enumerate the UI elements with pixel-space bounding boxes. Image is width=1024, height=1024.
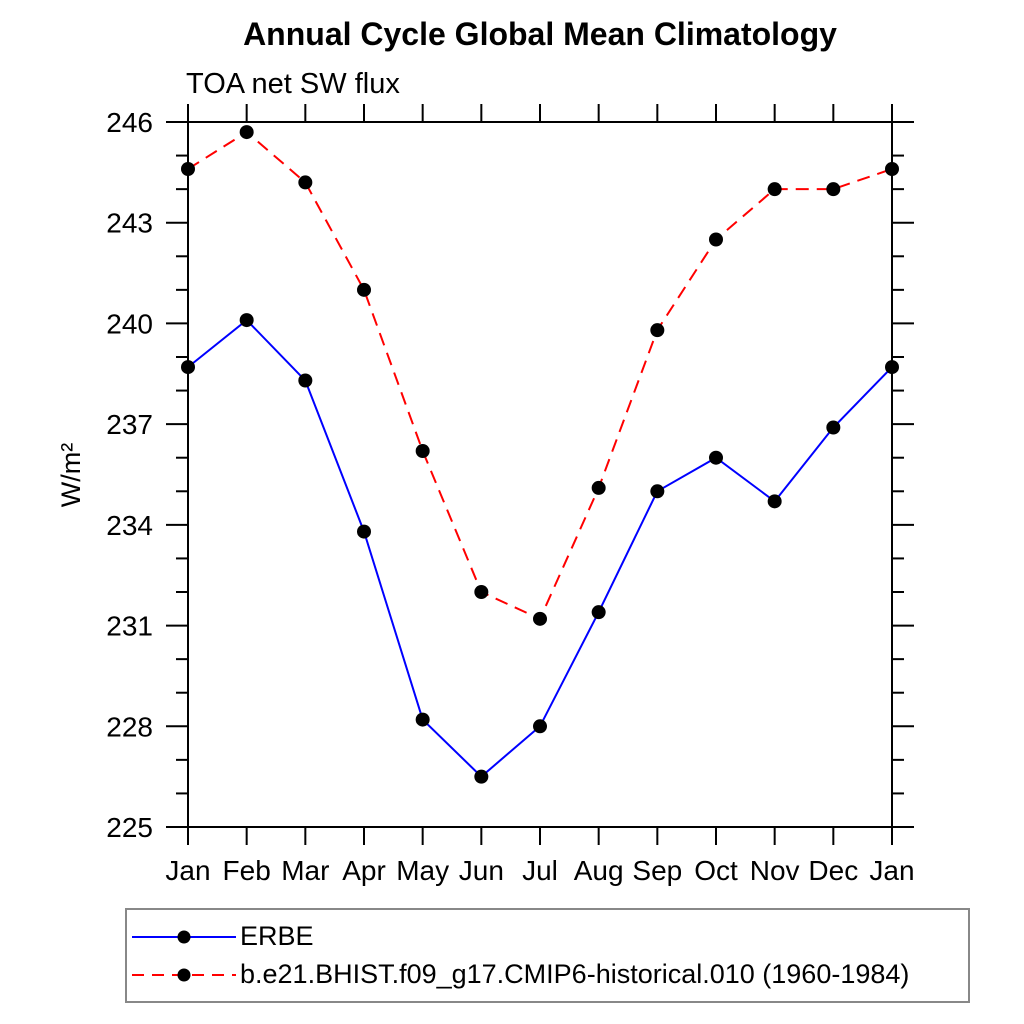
legend-item-model: b.e21.BHIST.f09_g17.CMIP6-historical.010… bbox=[130, 956, 968, 994]
legend-model-label: b.e21.BHIST.f09_g17.CMIP6-historical.010… bbox=[240, 959, 910, 989]
data-point-marker bbox=[357, 524, 371, 539]
data-point-marker bbox=[415, 444, 430, 458]
data-point-marker bbox=[239, 313, 254, 328]
series-1 bbox=[181, 125, 899, 626]
data-point-marker bbox=[591, 480, 606, 495]
x-tick-label: Dec bbox=[808, 855, 858, 886]
y-tick-label: 243 bbox=[106, 208, 153, 239]
x-tick-label: Mar bbox=[281, 855, 329, 886]
y-tick-label: 225 bbox=[106, 812, 153, 843]
chart-title: Annual Cycle Global Mean Climatology bbox=[243, 16, 837, 52]
data-point-marker bbox=[298, 175, 313, 190]
legend-marker-icon bbox=[177, 968, 191, 981]
y-tick-label: 246 bbox=[106, 107, 153, 138]
legend-marker-icon bbox=[177, 930, 191, 943]
data-point-marker bbox=[591, 605, 606, 620]
data-point-marker bbox=[474, 585, 489, 599]
x-tick-label: Oct bbox=[694, 855, 738, 886]
x-tick-label: Jan bbox=[165, 855, 210, 886]
data-point-marker bbox=[709, 450, 723, 465]
data-point-marker bbox=[415, 712, 430, 727]
legend-erbe-label: ERBE bbox=[240, 921, 314, 951]
x-tick-label: Nov bbox=[750, 855, 800, 886]
data-point-marker bbox=[181, 360, 195, 375]
y-tick-label: 234 bbox=[106, 510, 153, 541]
data-point-marker bbox=[181, 162, 195, 176]
x-tick-label: Jan bbox=[869, 855, 914, 886]
series-line bbox=[187, 130, 893, 621]
x-tick-label: Sep bbox=[632, 855, 682, 886]
data-point-marker bbox=[767, 494, 782, 509]
y-tick-label: 231 bbox=[106, 611, 153, 642]
data-point-marker bbox=[885, 162, 899, 176]
legend-item-erbe: ERBE bbox=[130, 918, 968, 956]
x-tick-label: Feb bbox=[223, 855, 271, 886]
data-point-marker bbox=[826, 182, 841, 197]
x-tick-label: Aug bbox=[574, 855, 624, 886]
data-point-marker bbox=[357, 282, 371, 297]
x-tick-label: May bbox=[396, 855, 449, 886]
x-axis-ticks: Jan Feb Mar Apr May Jun Jul Aug Sep Oct Nov Dec Jan bbox=[165, 104, 915, 886]
x-tick-label: Jun bbox=[459, 855, 504, 886]
y-tick-label: 228 bbox=[106, 711, 153, 742]
data-point-marker bbox=[885, 360, 899, 375]
legend-model-line-sample bbox=[132, 968, 236, 981]
data-point-marker bbox=[650, 484, 665, 499]
data-point-marker bbox=[650, 323, 665, 338]
series-0 bbox=[181, 313, 899, 784]
x-tick-label: Apr bbox=[342, 855, 386, 886]
legend-erbe-line-sample bbox=[132, 930, 236, 943]
chart-subtitle: TOA net SW flux bbox=[186, 68, 400, 100]
data-point-marker bbox=[826, 420, 841, 435]
data-point-marker bbox=[767, 182, 782, 197]
data-point-marker bbox=[709, 232, 723, 247]
y-axis-ticks: 225 228 231 234 237 240 243 246 bbox=[106, 107, 914, 843]
data-point-marker bbox=[533, 611, 547, 626]
data-point-marker bbox=[533, 719, 547, 734]
data-point-marker bbox=[239, 125, 254, 140]
legend: ERBE b.e21.BHIST.f09_g17.CMIP6-historica… bbox=[125, 908, 970, 1003]
series-line bbox=[187, 318, 893, 778]
x-tick-label: Jul bbox=[522, 855, 558, 886]
y-tick-label: 237 bbox=[106, 409, 153, 440]
data-point-marker bbox=[298, 373, 313, 388]
data-point-marker bbox=[474, 769, 489, 784]
y-tick-label: 240 bbox=[106, 308, 153, 339]
